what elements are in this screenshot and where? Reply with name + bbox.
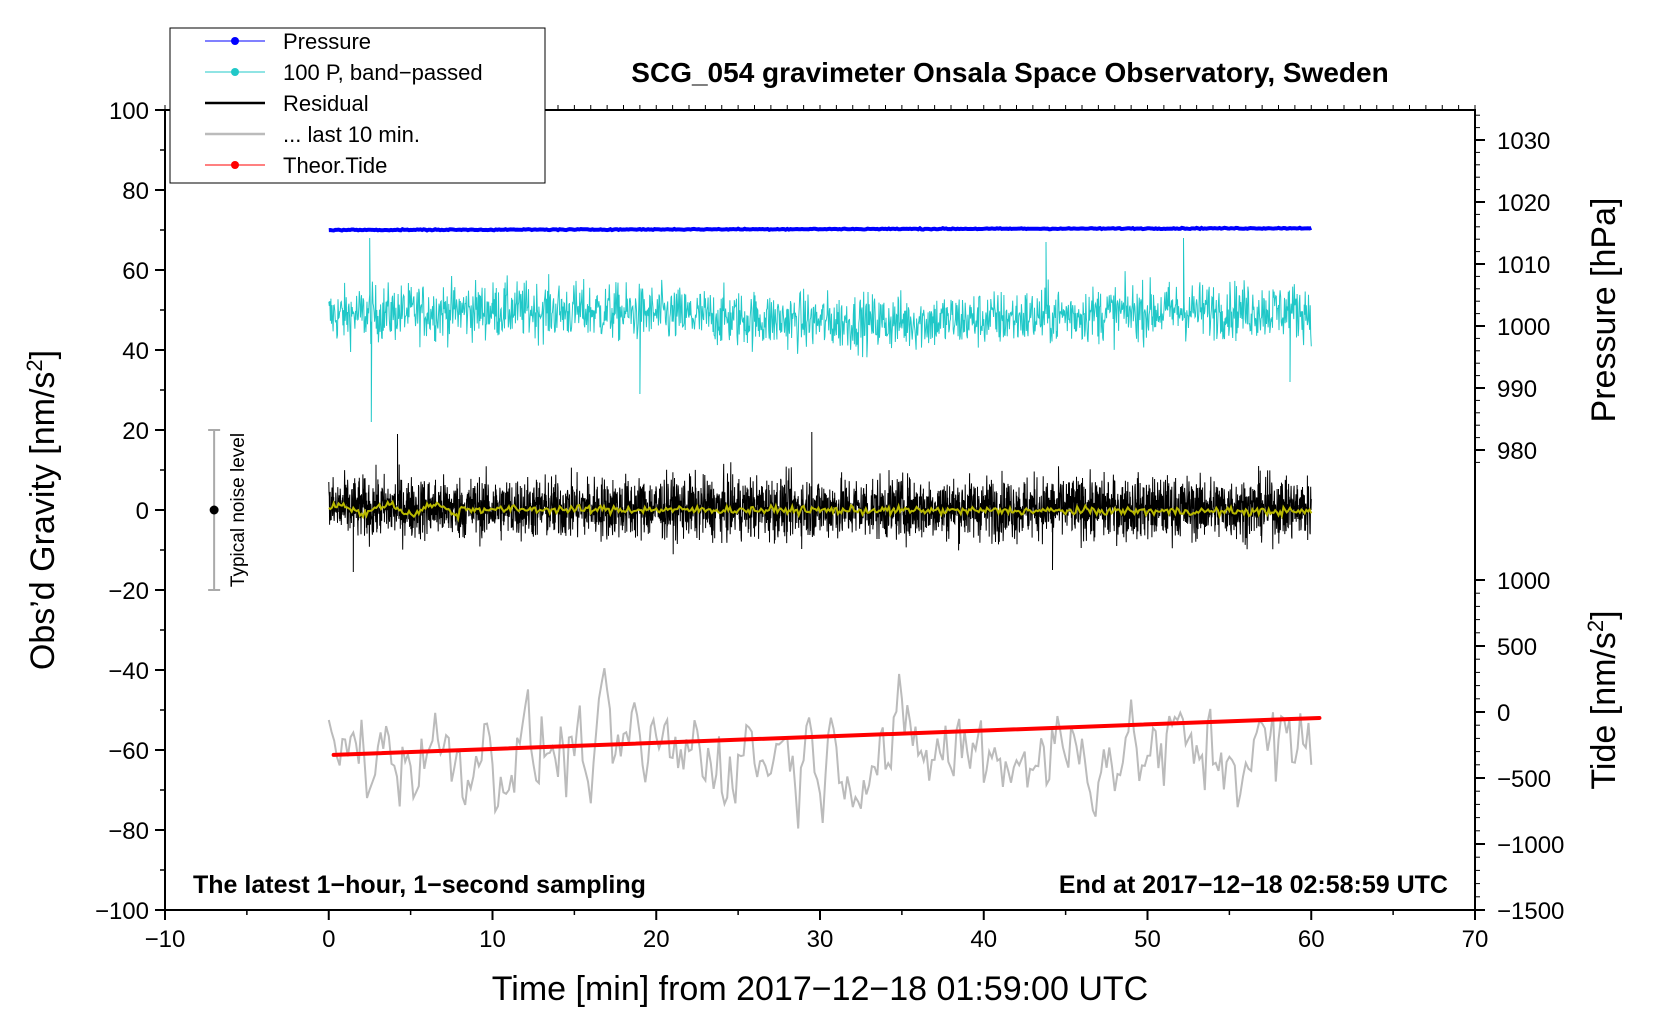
series-tide-line <box>331 715 1322 757</box>
y-left-tick-label: −80 <box>108 818 149 845</box>
y-axis-left-title-sup: 2 <box>22 359 47 371</box>
x-tick-label: 30 <box>807 926 834 953</box>
pressure-tick-label: 1010 <box>1497 252 1550 279</box>
tide-tick-label: 0 <box>1497 700 1510 727</box>
x-tick-label: −10 <box>145 926 186 953</box>
y-axis-left-title: Obs’d Gravity [nm/s2] <box>22 350 62 670</box>
pressure-tick-label: 980 <box>1497 438 1537 465</box>
y-left-tick-label: 40 <box>122 338 149 365</box>
noise-bar-label: Typical noise level <box>228 433 249 587</box>
x-tick-label: 20 <box>643 926 670 953</box>
annotation-sampling: The latest 1−hour, 1−second sampling <box>193 871 646 899</box>
y-left-tick-label: 20 <box>122 418 149 445</box>
y-axis-tide-title-close: ] <box>1585 610 1623 619</box>
legend-label: Theor.Tide <box>283 153 387 178</box>
series-residual-smoothed-line <box>328 499 1313 523</box>
tide-tick-label: 500 <box>1497 634 1537 661</box>
y-left-tick-label: 80 <box>122 178 149 205</box>
pressure-tick-label: 990 <box>1497 376 1537 403</box>
legend-label: Residual <box>283 91 369 116</box>
tide-tick-label: −1500 <box>1497 898 1564 925</box>
legend-label: 100 P, band−passed <box>283 60 483 85</box>
y-left-tick-label: 60 <box>122 258 149 285</box>
pressure-tick-label: 1020 <box>1497 190 1550 217</box>
series-last10min-line <box>327 668 1313 829</box>
y-axis-pressure-title: Pressure [hPa] <box>1585 198 1623 423</box>
y-axis-left-title-close: ] <box>24 350 62 359</box>
y-axis-tide-title: Tide [nm/s2] <box>1583 610 1623 789</box>
chart-title: SCG_054 gravimeter Onsala Space Observat… <box>631 57 1388 88</box>
x-tick-label: 0 <box>322 926 335 953</box>
y-axis-tide-title-text: Tide [nm/s <box>1585 632 1623 789</box>
series-residual-line <box>328 431 1312 573</box>
legend-box <box>169 27 546 184</box>
series-bandpassed-line <box>328 237 1312 423</box>
legend-label: Pressure <box>283 29 371 54</box>
tide-tick-label: −1000 <box>1497 832 1564 859</box>
y-left-tick-label: −60 <box>108 738 149 765</box>
legend-swatch-marker <box>231 68 239 76</box>
series-pressure-line <box>328 225 1313 233</box>
legend: Pressure 100 P, band−passed Residual ... la… <box>169 27 546 184</box>
x-axis-title: Time [min] from 2017−12−18 01:59:00 UTC <box>492 970 1148 1008</box>
legend-swatch-marker <box>231 161 239 169</box>
y-left-tick-label: −20 <box>108 578 149 605</box>
pressure-tick-label: 1000 <box>1497 314 1550 341</box>
noise-bar: Typical noise level <box>208 429 249 591</box>
annotation-end-time: End at 2017−12−18 02:58:59 UTC <box>1059 871 1448 899</box>
x-tick-label: 60 <box>1298 926 1325 953</box>
x-tick-label: 40 <box>970 926 997 953</box>
x-tick-label: 70 <box>1462 926 1489 953</box>
x-tick-label: 50 <box>1134 926 1161 953</box>
noise-bar-center-dot <box>209 505 219 515</box>
ticks-layer: −10 0 10 20 30 40 50 60 70100806040200−20−40−60−… <box>95 98 1564 953</box>
y-left-tick-label: −40 <box>108 658 149 685</box>
legend-swatch-marker <box>231 37 239 45</box>
series-layer <box>327 225 1322 829</box>
y-left-tick-label: 100 <box>109 98 149 125</box>
tide-tick-label: −500 <box>1497 766 1551 793</box>
y-axis-tide-title-sup: 2 <box>1583 620 1608 632</box>
pressure-tick-label: 1030 <box>1497 128 1550 155</box>
x-tick-label: 10 <box>479 926 506 953</box>
tide-tick-label: 1000 <box>1497 568 1550 595</box>
y-left-tick-label: −100 <box>95 898 149 925</box>
y-axis-left-title-text: Obs’d Gravity [nm/s <box>24 372 62 671</box>
legend-label: ... last 10 min. <box>283 122 420 147</box>
y-left-tick-label: 0 <box>136 498 149 525</box>
